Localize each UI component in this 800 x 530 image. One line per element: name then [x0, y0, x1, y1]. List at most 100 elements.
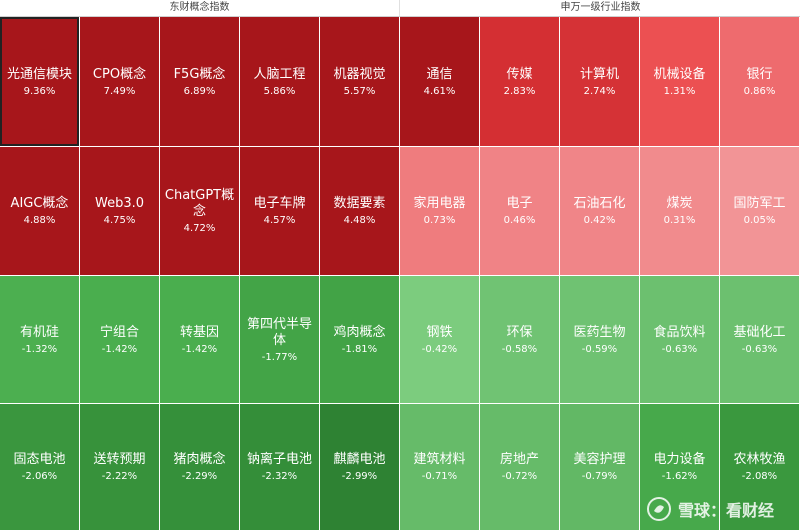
- heatmap-tile[interactable]: 电子车牌 4.57%: [240, 147, 319, 275]
- tile-name: 传媒: [506, 66, 533, 82]
- tile-change-pct: -1.42%: [101, 343, 138, 355]
- tile-change-pct: 1.31%: [663, 85, 696, 97]
- tile-change-pct: 4.48%: [343, 215, 376, 226]
- heatmap-tile[interactable]: 麒麟电池 -2.99%: [320, 404, 399, 530]
- heatmap-tile[interactable]: 电子 0.46%: [480, 147, 559, 275]
- tile-change-pct: -1.62%: [661, 471, 698, 482]
- tile-name: 猪肉概念: [173, 452, 226, 467]
- tile-change-pct: 9.36%: [23, 85, 56, 97]
- heatmap-tile[interactable]: Web3.0 4.75%: [80, 147, 159, 275]
- tile-name: 电子: [506, 196, 533, 211]
- tile-name: 建筑材料: [413, 452, 466, 467]
- tile-name: 数据要素: [333, 196, 386, 211]
- heatmap-tile[interactable]: 机械设备 1.31%: [640, 17, 719, 146]
- tile-name: 钠离子电池: [246, 452, 312, 467]
- tile-change-pct: -2.22%: [101, 471, 138, 482]
- tile-name: 美容护理: [573, 452, 626, 467]
- heatmap-tile[interactable]: 房地产 -0.72%: [480, 404, 559, 530]
- heatmap-tile[interactable]: 钠离子电池 -2.32%: [240, 404, 319, 530]
- tile-change-pct: -0.79%: [581, 471, 618, 482]
- tile-change-pct: 5.57%: [343, 85, 376, 97]
- heatmap-tile[interactable]: 家用电器 0.73%: [400, 147, 479, 275]
- heatmap-tile[interactable]: 石油石化 0.42%: [560, 147, 639, 275]
- heatmap-tile[interactable]: 数据要素 4.48%: [320, 147, 399, 275]
- heatmap-tile[interactable]: 鸡肉概念 -1.81%: [320, 276, 399, 403]
- heatmap-tile[interactable]: 国防军工 0.05%: [720, 147, 799, 275]
- heatmap-tile[interactable]: 农林牧渔 -2.08%: [720, 404, 799, 530]
- heatmap-tile[interactable]: 美容护理 -0.79%: [560, 404, 639, 530]
- tile-name: 家用电器: [413, 196, 466, 211]
- heatmap-tile[interactable]: 转基因 -1.42%: [160, 276, 239, 403]
- heatmap-tile[interactable]: 送转预期 -2.22%: [80, 404, 159, 530]
- tile-change-pct: 6.89%: [183, 85, 216, 97]
- tile-name: 宁组合: [99, 324, 139, 340]
- tile-name: 计算机: [579, 66, 619, 82]
- heatmap-tile[interactable]: 第四代半导体 -1.77%: [240, 276, 319, 403]
- tile-change-pct: 5.86%: [263, 85, 296, 97]
- tile-name: 机械设备: [653, 66, 706, 82]
- tile-change-pct: -0.71%: [421, 471, 458, 482]
- heatmap-tile[interactable]: 人脑工程 5.86%: [240, 17, 319, 146]
- tile-change-pct: 4.72%: [183, 223, 216, 234]
- tile-name: 电子车牌: [253, 196, 306, 211]
- tile-name: 固态电池: [13, 452, 66, 467]
- tile-change-pct: 0.42%: [583, 215, 616, 226]
- tile-name: 送转预期: [93, 452, 146, 467]
- tile-name: 房地产: [499, 452, 539, 467]
- tile-name: Web3.0: [94, 196, 145, 211]
- heatmap-tile[interactable]: 煤炭 0.31%: [640, 147, 719, 275]
- heatmap-tile[interactable]: 电力设备 -1.62%: [640, 404, 719, 530]
- tile-name: 食品饮料: [653, 324, 706, 340]
- tile-name: 机器视觉: [333, 66, 386, 82]
- tile-name: 煤炭: [666, 196, 693, 211]
- heatmap-tile[interactable]: 有机硅 -1.32%: [0, 276, 79, 403]
- tile-name: 鸡肉概念: [333, 324, 386, 340]
- tile-change-pct: 0.31%: [663, 215, 696, 226]
- tile-name: 麒麟电池: [333, 452, 386, 467]
- heatmap-tile[interactable]: 食品饮料 -0.63%: [640, 276, 719, 403]
- industry-index-header: 申万一级行业指数: [401, 0, 800, 16]
- tile-name: 第四代半导体: [246, 316, 312, 348]
- heatmap-tile[interactable]: 基础化工 -0.63%: [720, 276, 799, 403]
- tile-change-pct: -0.58%: [501, 343, 538, 355]
- tile-name: 国防军工: [733, 196, 786, 211]
- heatmap-tile[interactable]: 固态电池 -2.06%: [0, 404, 79, 530]
- snowball-logo-icon: [646, 497, 671, 521]
- heatmap-tile[interactable]: 光通信模块 9.36%: [0, 17, 79, 146]
- heatmap-tile[interactable]: 宁组合 -1.42%: [80, 276, 159, 403]
- tile-change-pct: -2.29%: [181, 471, 218, 482]
- heatmap-tile[interactable]: 钢铁 -0.42%: [400, 276, 479, 403]
- heatmap-tile[interactable]: 医药生物 -0.59%: [560, 276, 639, 403]
- concept-index-header: 东财概念指数: [0, 0, 399, 16]
- heatmap-tile[interactable]: 机器视觉 5.57%: [320, 17, 399, 146]
- tile-change-pct: 2.83%: [503, 85, 536, 97]
- tile-change-pct: -2.32%: [261, 471, 298, 482]
- heatmap-tile[interactable]: F5G概念 6.89%: [160, 17, 239, 146]
- tile-change-pct: -1.77%: [261, 351, 298, 363]
- heatmap-tile[interactable]: 建筑材料 -0.71%: [400, 404, 479, 530]
- tile-name: 医药生物: [573, 324, 626, 340]
- tile-change-pct: 4.61%: [423, 85, 456, 97]
- tile-change-pct: -0.63%: [661, 343, 698, 355]
- tile-change-pct: -0.42%: [421, 343, 458, 355]
- tile-name: CPO概念: [92, 66, 147, 82]
- heatmap-tile[interactable]: 环保 -0.58%: [480, 276, 559, 403]
- tile-change-pct: 0.73%: [423, 215, 456, 226]
- tile-name: 钢铁: [426, 324, 453, 340]
- tile-name: 人脑工程: [253, 66, 306, 82]
- heatmap-tile[interactable]: 猪肉概念 -2.29%: [160, 404, 239, 530]
- heatmap-tile[interactable]: 银行 0.86%: [720, 17, 799, 146]
- heatmap-tile[interactable]: 计算机 2.74%: [560, 17, 639, 146]
- heatmap-tile[interactable]: AIGC概念 4.88%: [0, 147, 79, 275]
- heatmap-tile[interactable]: 通信 4.61%: [400, 17, 479, 146]
- tile-name: AIGC概念: [10, 196, 69, 211]
- heatmap-tile[interactable]: 传媒 2.83%: [480, 17, 559, 146]
- header-underline: [0, 16, 800, 17]
- header-divider: [399, 0, 400, 16]
- tile-name: 环保: [506, 324, 533, 340]
- heatmap-tile[interactable]: CPO概念 7.49%: [80, 17, 159, 146]
- tile-name: F5G概念: [173, 66, 226, 82]
- tile-name: 银行: [746, 66, 773, 82]
- heatmap-tile[interactable]: ChatGPT概念 4.72%: [160, 147, 239, 275]
- tile-name: 农林牧渔: [733, 452, 786, 467]
